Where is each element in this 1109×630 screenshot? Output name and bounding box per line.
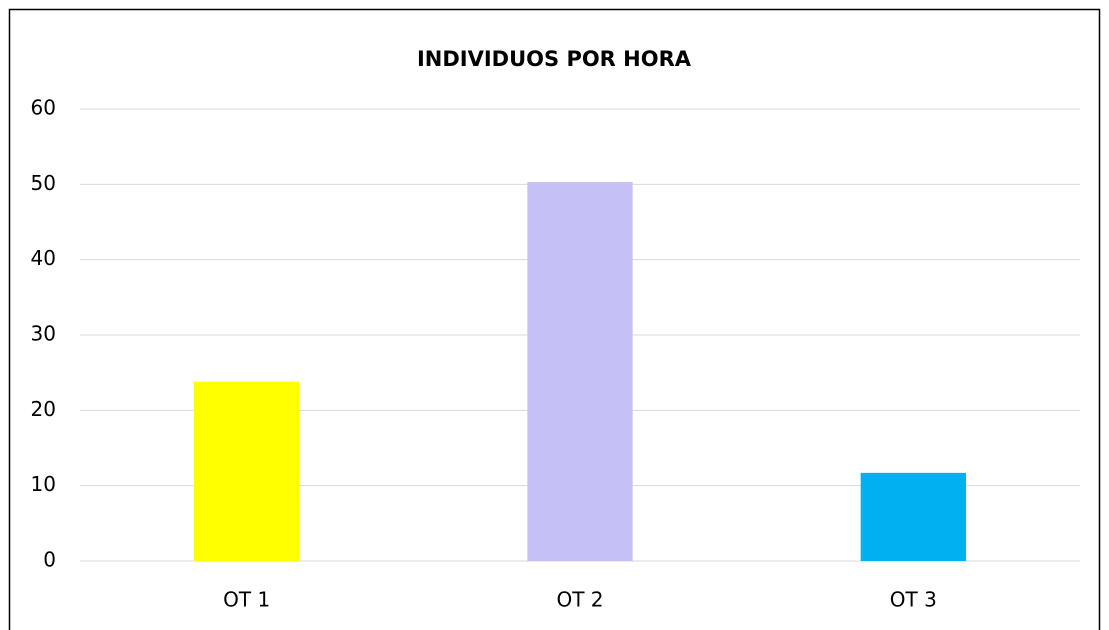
bar xyxy=(194,381,300,561)
y-tick-label: 60 xyxy=(31,96,56,120)
y-tick-label: 10 xyxy=(31,472,56,496)
y-tick-label: 50 xyxy=(31,171,56,195)
y-tick-label: 40 xyxy=(31,246,56,270)
y-tick-label: 20 xyxy=(31,397,56,421)
x-tick-label: OT 3 xyxy=(890,588,937,612)
bar xyxy=(860,472,966,561)
chart-border xyxy=(8,8,1101,630)
bar xyxy=(527,182,633,561)
chart-title: INDIVIDUOS POR HORA xyxy=(417,47,692,71)
y-tick-label: 0 xyxy=(43,548,56,572)
y-tick-label: 30 xyxy=(31,322,56,346)
x-tick-label: OT 2 xyxy=(556,588,603,612)
x-tick-label: OT 1 xyxy=(223,588,270,612)
